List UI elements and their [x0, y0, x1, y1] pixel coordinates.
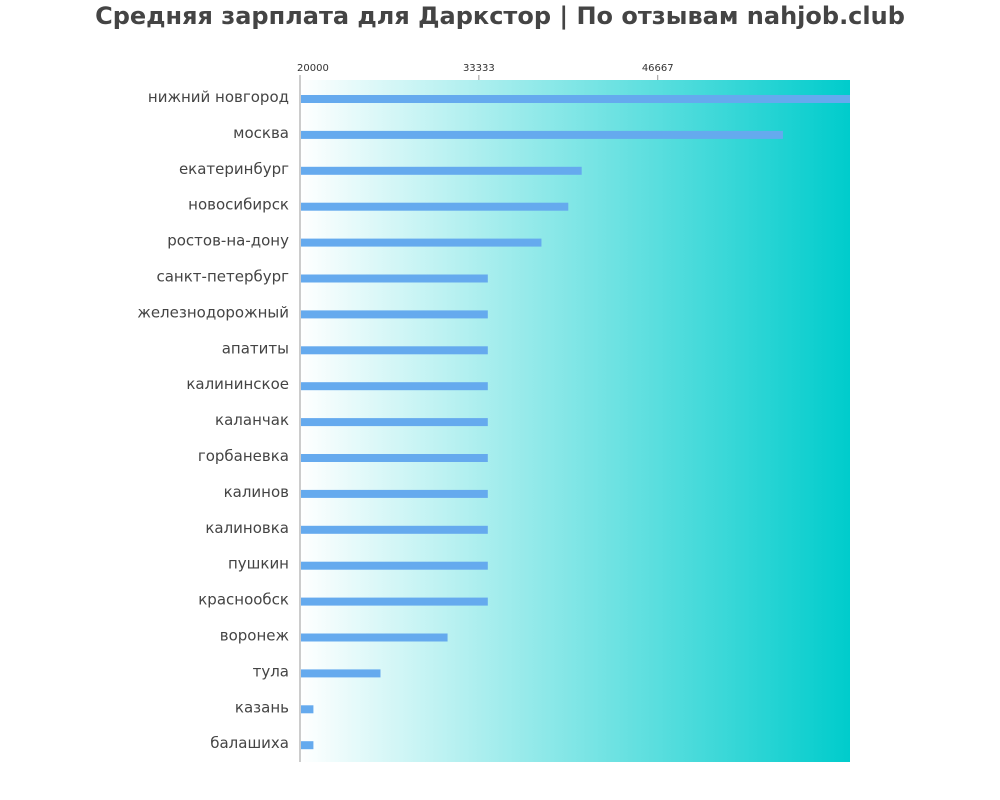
category-label: ростов-на-дону [167, 232, 289, 250]
x-tick-label: 46667 [642, 63, 674, 74]
x-tick-label: 20000 [297, 63, 329, 74]
bar [301, 633, 448, 642]
category-label: краснообск [198, 591, 289, 609]
bar [301, 346, 488, 355]
category-label: апатиты [222, 339, 289, 357]
bar [301, 669, 381, 678]
category-label: калинов [224, 483, 289, 501]
bar [301, 238, 542, 247]
category-label: горбаневка [198, 447, 289, 465]
x-axis-ticks: 20000 33333 46667 [297, 63, 674, 80]
bar [301, 489, 488, 498]
bar [301, 525, 488, 534]
bar [301, 382, 488, 391]
category-label: каланчак [215, 411, 289, 429]
category-label: санкт-петербург [156, 268, 289, 286]
category-label: москва [233, 124, 289, 142]
bar [301, 202, 569, 211]
bar [301, 741, 314, 750]
category-labels: нижний новгород москва екатеринбург новосиб… [137, 88, 289, 752]
bar [301, 130, 783, 139]
category-label: железнодорожный [137, 303, 289, 321]
category-label: калининское [186, 375, 289, 393]
bar [301, 454, 488, 462]
bar [301, 418, 488, 427]
bar [301, 274, 488, 283]
bar [301, 705, 314, 714]
category-label: калиновка [205, 519, 289, 537]
x-tick-label: 33333 [463, 63, 495, 74]
category-label: балашиха [210, 734, 289, 752]
bar [301, 310, 488, 319]
bar [301, 95, 850, 103]
bar [301, 561, 488, 570]
bars [301, 95, 850, 750]
bar [301, 166, 582, 175]
chart-title: Средняя зарплата для Даркстор | По отзыв… [95, 2, 905, 30]
category-label: новосибирск [188, 196, 289, 214]
category-label: казань [235, 698, 289, 716]
category-label: нижний новгород [148, 88, 289, 106]
category-label: пушкин [228, 555, 289, 573]
category-label: екатеринбург [179, 160, 289, 178]
category-label: воронеж [220, 627, 289, 645]
category-label: тула [253, 662, 289, 680]
bar [301, 597, 488, 606]
